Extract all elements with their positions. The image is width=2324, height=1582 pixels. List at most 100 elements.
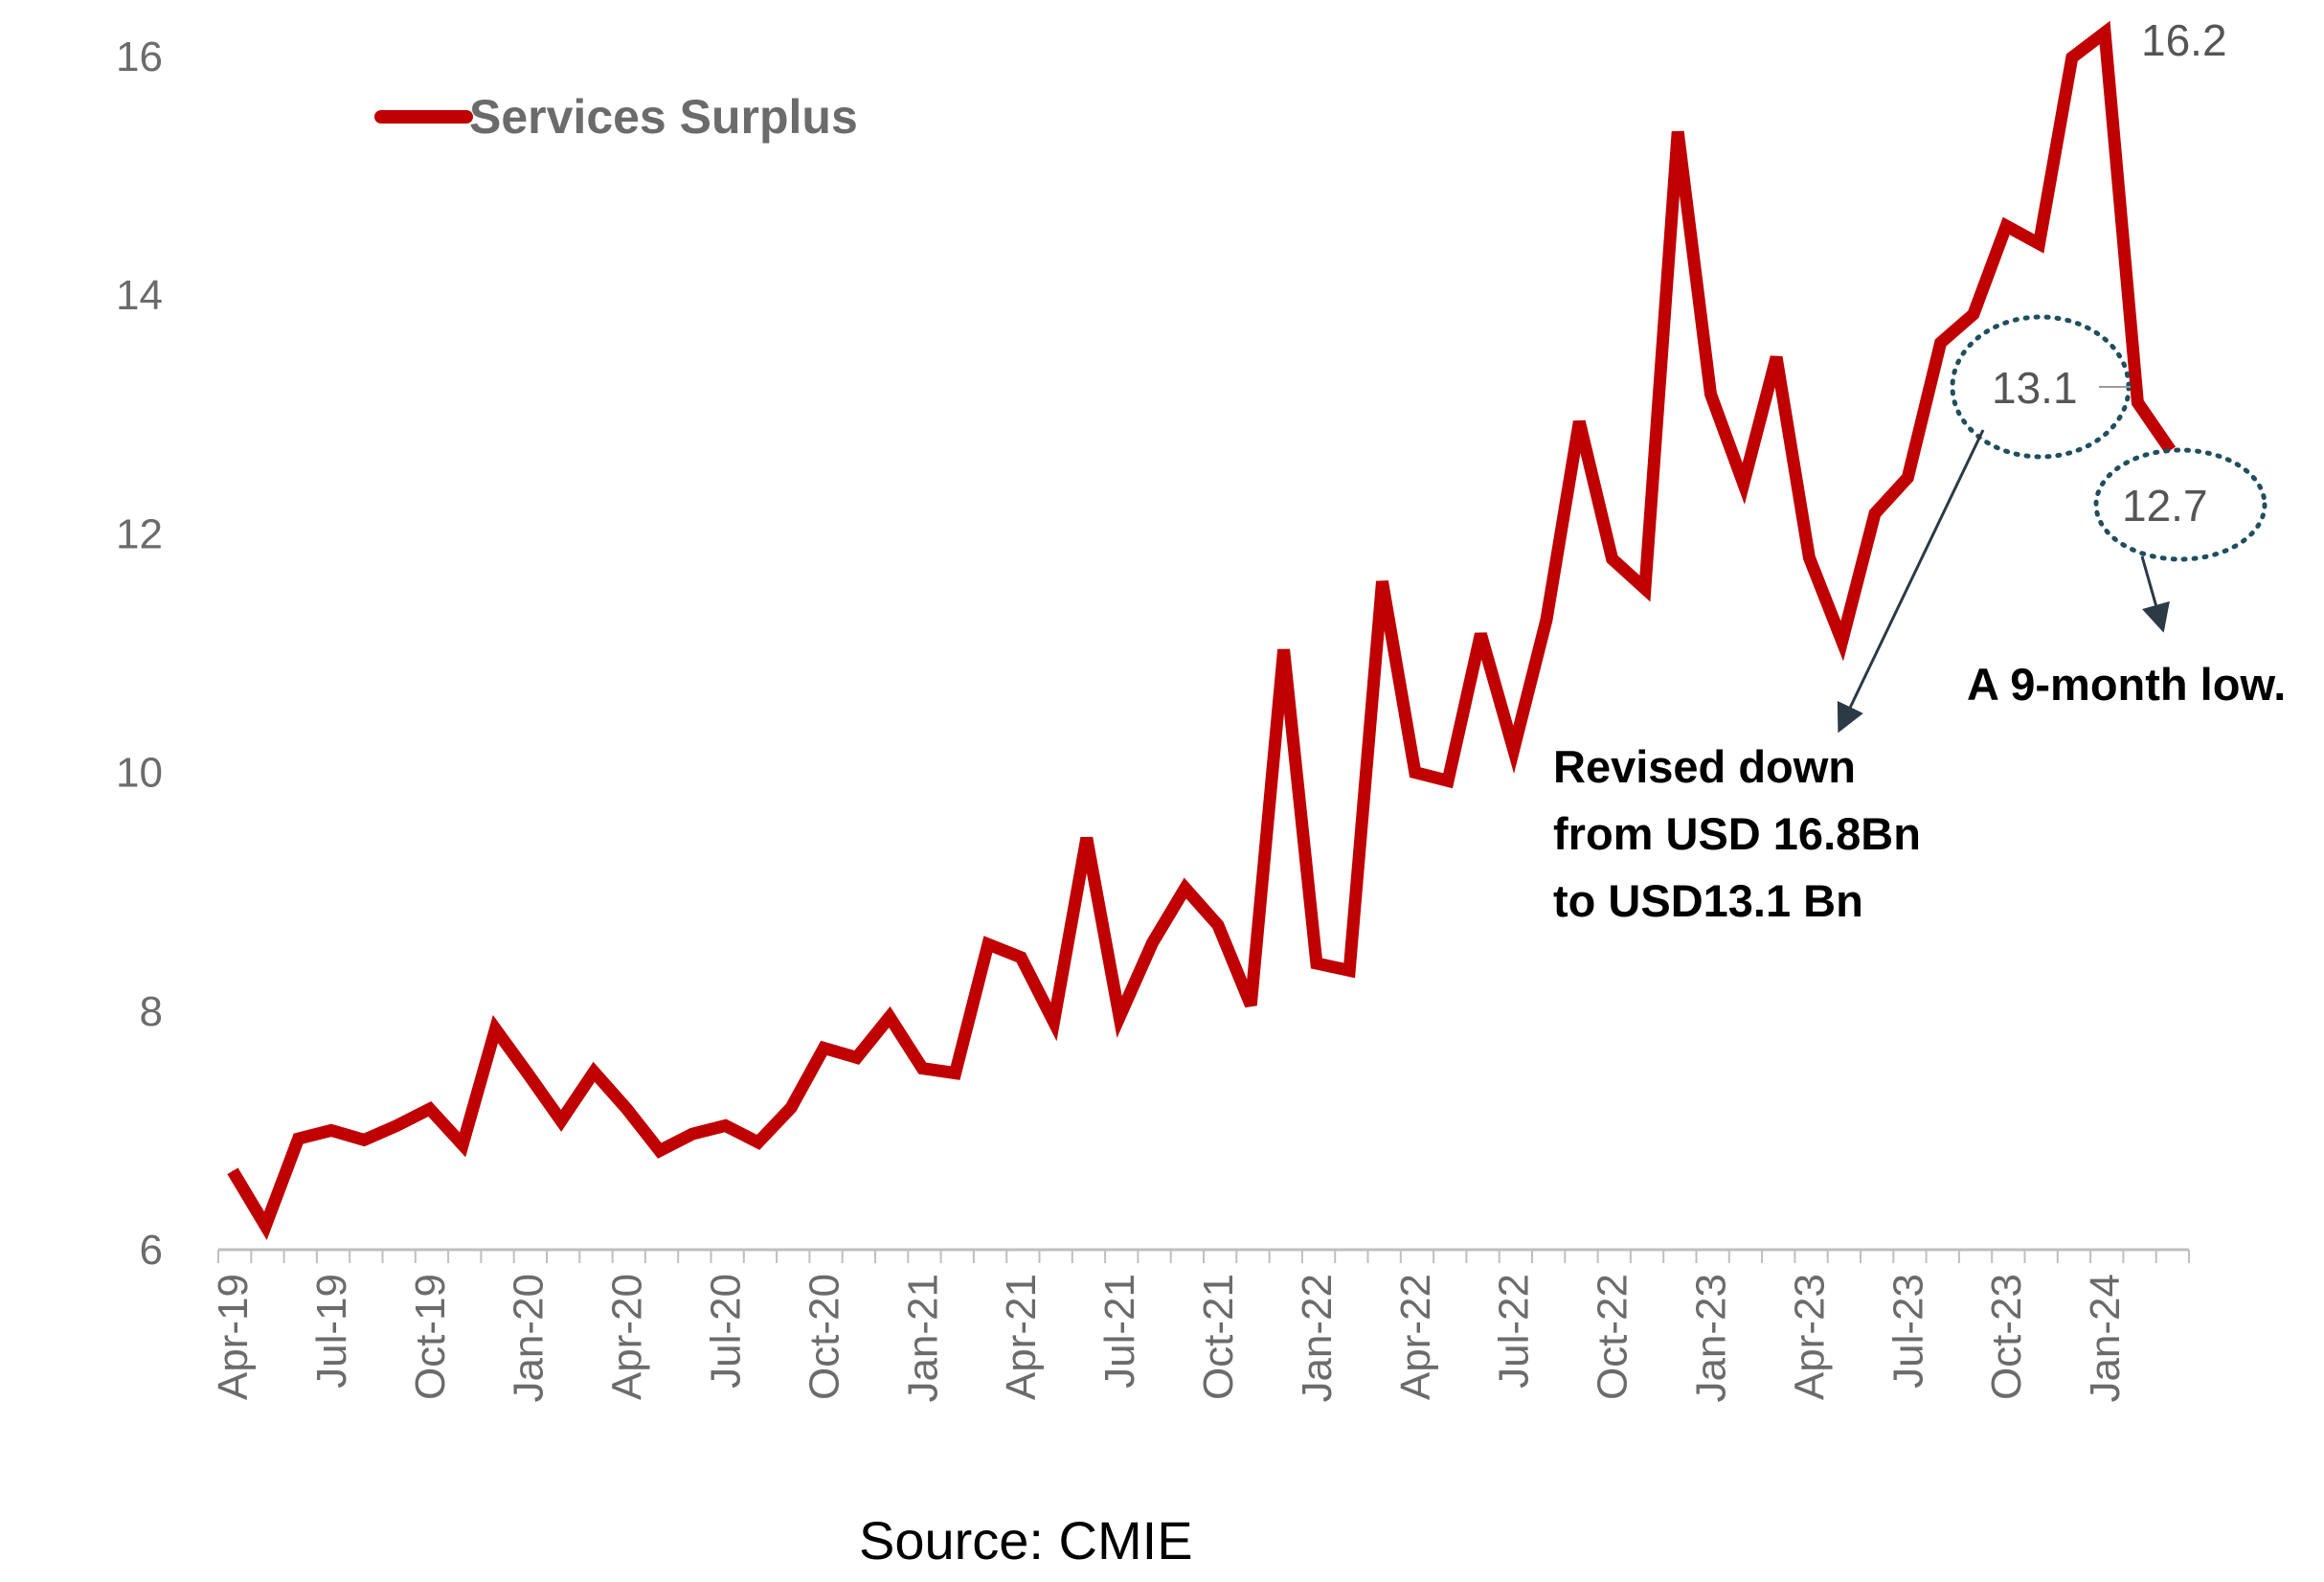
x-tick-label: Oct-19	[407, 1274, 454, 1400]
data-point	[1513, 749, 1515, 751]
data-point	[1940, 342, 1942, 344]
data-point	[232, 1170, 234, 1172]
x-tick-label: Oct-21	[1195, 1274, 1242, 1400]
arrow-revised	[1837, 429, 1985, 734]
y-tick-label: 12	[116, 510, 163, 557]
data-point	[1808, 556, 1810, 558]
x-tick-label: Apr-21	[998, 1274, 1045, 1400]
data-point	[396, 1124, 397, 1126]
data-point	[856, 1056, 858, 1058]
x-tick-label: Oct-23	[1983, 1274, 2030, 1400]
data-label-13-1: 13.1	[1992, 363, 2078, 413]
x-axis-ticks: Apr-19 Jul-19 Oct-19 Jan-20 Apr-20 Jul-20 Oct-…	[210, 1250, 2190, 1403]
y-tick-label: 8	[140, 988, 163, 1035]
data-point	[593, 1071, 595, 1073]
data-point	[1382, 580, 1383, 582]
x-tick-label: Jul-23	[1884, 1274, 1931, 1389]
x-tick-label: Jul-21	[1096, 1274, 1143, 1389]
data-point	[2104, 32, 2106, 34]
data-point	[330, 1129, 332, 1131]
data-point	[1841, 641, 1843, 643]
x-tick-label: Jan-24	[2082, 1274, 2129, 1403]
data-point	[429, 1108, 431, 1110]
data-point	[363, 1139, 365, 1141]
data-point	[264, 1225, 266, 1227]
x-tick-label: Apr-20	[604, 1274, 651, 1400]
data-label-12-7: 12.7	[2122, 481, 2208, 531]
x-tick-label: Apr-23	[1786, 1274, 1833, 1400]
data-point	[1907, 477, 1908, 479]
data-point	[1546, 619, 1547, 621]
data-point	[1250, 1005, 1252, 1006]
data-point	[1086, 837, 1088, 839]
series-group	[227, 20, 2177, 1240]
y-axis-ticks: 6 8 10 12 14 16	[116, 34, 163, 1274]
annotations: 16.2 13.1 12.7 Revised down from USD 16.…	[1553, 15, 2286, 926]
legend: Services Surplus	[374, 90, 858, 144]
data-point	[1447, 780, 1449, 781]
annotation-9-month-low: A 9-month low.	[1967, 659, 2286, 710]
data-point	[1644, 588, 1646, 590]
data-point	[1217, 924, 1219, 926]
data-point	[2039, 243, 2040, 245]
y-tick-label: 6	[140, 1227, 163, 1274]
data-point	[1743, 483, 1745, 485]
data-point	[494, 1028, 496, 1029]
data-point	[987, 943, 989, 945]
data-label-peak: 16.2	[2141, 15, 2227, 65]
y-tick-label: 16	[116, 34, 163, 80]
data-point	[1053, 1021, 1054, 1023]
annotation-revised-line2: from USD 16.8Bn	[1553, 808, 1921, 859]
arrow-low	[2140, 555, 2170, 633]
data-point	[2136, 401, 2138, 403]
data-point	[1348, 969, 1350, 971]
data-point	[298, 1138, 300, 1140]
x-tick-label: Jan-21	[899, 1274, 946, 1403]
data-point	[1283, 648, 1285, 650]
data-point	[626, 1108, 628, 1110]
legend-label: Services Surplus	[469, 90, 858, 144]
annotation-revised-line3: to USD13.1 Bn	[1553, 875, 1863, 926]
data-point	[1775, 356, 1777, 358]
x-tick-label: Apr-22	[1392, 1274, 1439, 1400]
data-point	[1479, 633, 1481, 635]
data-point	[2071, 56, 2073, 58]
data-point	[691, 1133, 693, 1135]
data-point	[659, 1150, 661, 1152]
x-tick-label: Apr-19	[210, 1274, 257, 1400]
data-point	[1612, 558, 1613, 560]
data-point	[955, 1073, 957, 1074]
data-point	[790, 1107, 792, 1109]
x-tick-label: Jul-22	[1491, 1274, 1538, 1389]
data-point	[1020, 957, 1022, 959]
x-tick-label: Jan-20	[506, 1274, 553, 1403]
data-point	[1973, 313, 1974, 315]
data-point	[1316, 962, 1318, 964]
data-point	[2005, 225, 2007, 227]
data-point	[560, 1119, 562, 1121]
data-point	[1118, 1016, 1120, 1018]
data-point	[1677, 130, 1679, 132]
y-tick-label: 10	[116, 750, 163, 797]
highlight-circle-12-7	[2093, 447, 2268, 562]
data-point	[1414, 772, 1416, 774]
x-tick-label: Jan-22	[1294, 1274, 1341, 1403]
data-point	[921, 1068, 923, 1070]
data-point	[1874, 512, 1876, 514]
x-tick-label: Jul-19	[308, 1274, 355, 1389]
data-point	[725, 1124, 726, 1126]
x-tick-label: Oct-22	[1590, 1274, 1636, 1400]
data-point	[1710, 394, 1711, 396]
x-tick-label: Jul-20	[703, 1274, 750, 1389]
series-line-services-surplus	[227, 20, 2177, 1240]
annotation-revised-line1: Revised down	[1553, 741, 1856, 792]
data-point	[1151, 942, 1153, 944]
y-tick-label: 14	[116, 272, 163, 319]
x-tick-label: Oct-20	[801, 1274, 847, 1400]
x-tick-label: Jan-23	[1688, 1274, 1735, 1403]
data-point	[889, 1016, 891, 1018]
data-point	[757, 1141, 759, 1143]
data-point	[1578, 420, 1580, 422]
source-note: Source: CMIE	[859, 1510, 1193, 1571]
